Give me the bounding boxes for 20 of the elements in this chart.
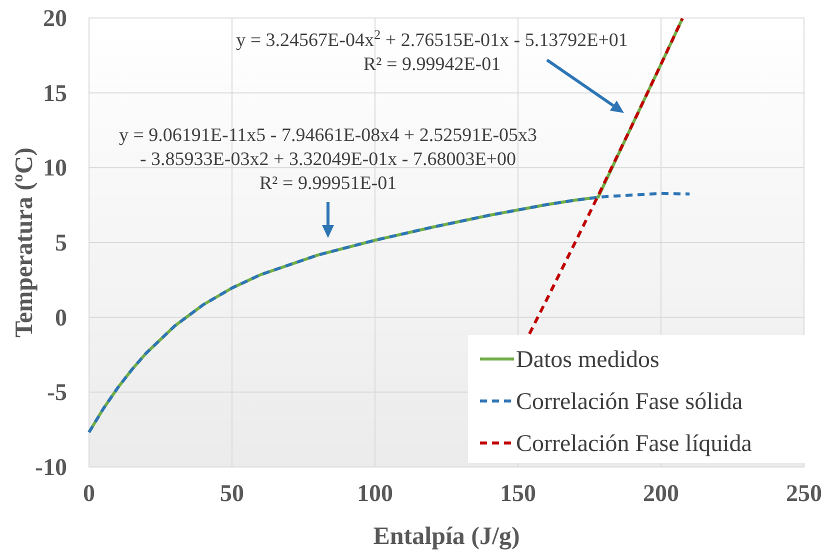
- y-tick-label: -10: [35, 455, 67, 481]
- y-axis-title: Temperatura (ºC): [11, 148, 38, 338]
- x-tick-label: 150: [500, 481, 536, 507]
- x-tick-label: 0: [83, 481, 95, 507]
- x-tick-label: 250: [786, 481, 822, 507]
- x-tick-label: 50: [220, 481, 244, 507]
- annotation: y = 3.24567E-04x$^{2}$ + 2.76515E-01x - 5.13792E+01 R² = 9.99942E-01: [236, 26, 628, 75]
- legend-label: Correlación Fase líquida: [516, 431, 752, 457]
- annotation: y = 9.06191E-11x5 - 7.94661E-08x4 + 2.52591E-05x3 - 3.85933E-03x2 + 3.32049E-01x - 7.68003E+00 R² = 9.99951E-01: [118, 125, 538, 194]
- y-tick-label: 10: [43, 156, 67, 182]
- legend-label: Datos medidos: [516, 347, 660, 373]
- x-tick-label: 200: [643, 481, 679, 507]
- x-tick-label: 100: [357, 481, 393, 507]
- y-tick-label: 20: [43, 6, 67, 32]
- y-tick-label: 0: [55, 305, 67, 332]
- y-tick-label: 15: [43, 80, 67, 107]
- y-tick-label: 5: [55, 230, 67, 256]
- y-tick-label: -5: [47, 380, 67, 406]
- legend-label: Correlación Fase sólida: [516, 389, 743, 415]
- x-axis-title: Entalpía (J/g): [373, 523, 520, 550]
